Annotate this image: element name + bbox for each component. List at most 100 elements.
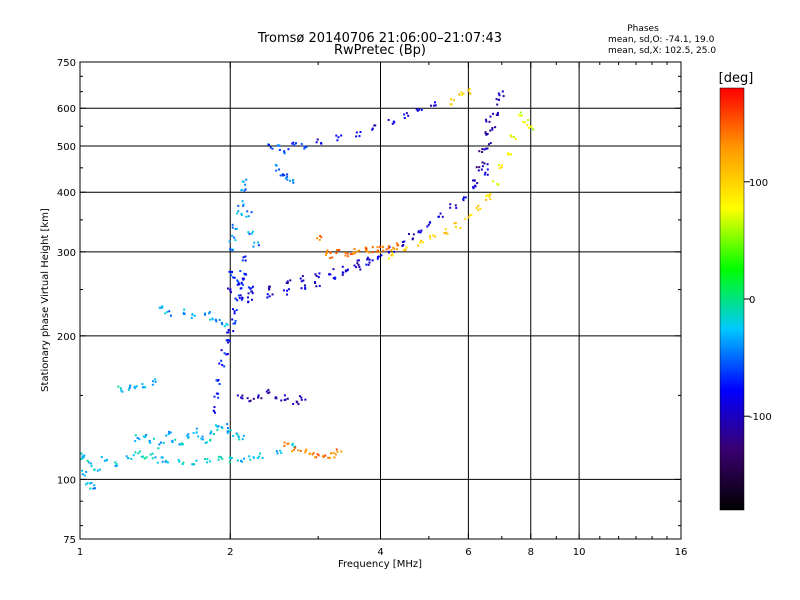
data-point <box>237 435 240 438</box>
data-point <box>411 238 414 241</box>
data-point <box>474 185 477 188</box>
data-point <box>229 288 232 291</box>
data-point <box>190 316 193 319</box>
data-point <box>143 386 146 389</box>
data-point <box>393 250 396 253</box>
data-point <box>497 92 500 95</box>
data-point <box>168 430 171 433</box>
x-axis-label: Frequency [MHz] <box>338 559 422 570</box>
data-point <box>162 441 165 444</box>
data-point <box>238 438 241 441</box>
data-point <box>268 143 271 146</box>
data-point <box>296 401 299 404</box>
data-point <box>231 249 234 252</box>
data-point <box>267 287 270 290</box>
data-point <box>283 150 286 153</box>
x-tick-label: 8 <box>528 547 534 558</box>
data-point <box>259 452 262 455</box>
data-point <box>151 383 154 386</box>
phase-mean-x: mean, sd,X: 102.5, 25.0 <box>608 46 716 56</box>
data-point <box>357 263 360 266</box>
data-point <box>265 390 268 393</box>
data-point <box>225 339 228 342</box>
y-axis-label: Stationary phase Virtual Height [km] <box>40 208 51 392</box>
data-point <box>401 241 404 244</box>
data-point <box>512 136 515 139</box>
y-tick-label: 300 <box>57 248 76 259</box>
data-point <box>197 435 200 438</box>
gridlines <box>80 62 681 539</box>
data-point <box>249 458 252 461</box>
data-point <box>229 291 232 294</box>
data-point <box>486 132 489 135</box>
data-point <box>486 147 489 150</box>
data-point <box>496 113 499 116</box>
data-point <box>145 433 148 436</box>
data-point <box>368 258 371 261</box>
data-point <box>341 271 344 274</box>
data-point <box>235 227 238 230</box>
data-point <box>286 442 289 445</box>
data-point <box>257 455 260 458</box>
data-point <box>215 320 218 323</box>
data-point <box>464 217 467 220</box>
data-point <box>165 434 168 437</box>
data-point <box>115 464 118 467</box>
data-point <box>256 457 259 460</box>
data-point <box>283 399 286 402</box>
data-point <box>338 249 341 252</box>
data-point <box>462 197 465 200</box>
data-point <box>479 207 482 210</box>
data-point <box>291 142 294 145</box>
data-point <box>205 441 208 444</box>
data-point <box>200 437 203 440</box>
data-point <box>193 314 196 317</box>
data-point <box>217 458 220 461</box>
data-point <box>219 456 222 459</box>
data-point <box>327 456 330 459</box>
data-point <box>217 379 220 382</box>
data-point <box>228 340 231 343</box>
data-point <box>226 331 229 334</box>
data-point <box>329 251 332 254</box>
data-point <box>300 398 303 401</box>
data-point <box>489 129 492 132</box>
data-point <box>217 392 220 395</box>
data-point <box>470 213 473 216</box>
data-point <box>231 226 234 229</box>
data-point <box>510 135 513 138</box>
data-point <box>346 252 349 255</box>
data-point <box>484 118 487 121</box>
data-point <box>489 142 492 145</box>
data-point <box>86 482 89 485</box>
data-point <box>267 392 270 395</box>
data-point <box>422 241 425 244</box>
data-point <box>226 287 229 290</box>
data-point <box>437 215 440 218</box>
data-point <box>245 273 248 276</box>
data-point <box>492 112 495 115</box>
data-point <box>250 290 253 293</box>
data-point <box>217 455 220 458</box>
data-point <box>356 259 359 262</box>
data-point <box>335 134 338 137</box>
data-point <box>169 431 172 434</box>
data-point <box>278 144 281 147</box>
data-point <box>233 312 236 315</box>
data-point <box>279 174 282 177</box>
data-point <box>332 451 335 454</box>
data-point <box>230 274 233 277</box>
data-point <box>267 388 270 391</box>
data-point <box>371 127 374 130</box>
data-point <box>292 402 295 405</box>
data-point <box>154 378 157 381</box>
data-point <box>374 124 377 127</box>
data-point <box>218 318 221 321</box>
data-point <box>241 394 244 397</box>
y-tick-label: 100 <box>57 475 76 486</box>
data-point <box>247 286 250 289</box>
data-point <box>171 441 174 444</box>
data-point <box>229 289 232 292</box>
data-point <box>481 148 484 151</box>
data-point <box>244 183 247 186</box>
